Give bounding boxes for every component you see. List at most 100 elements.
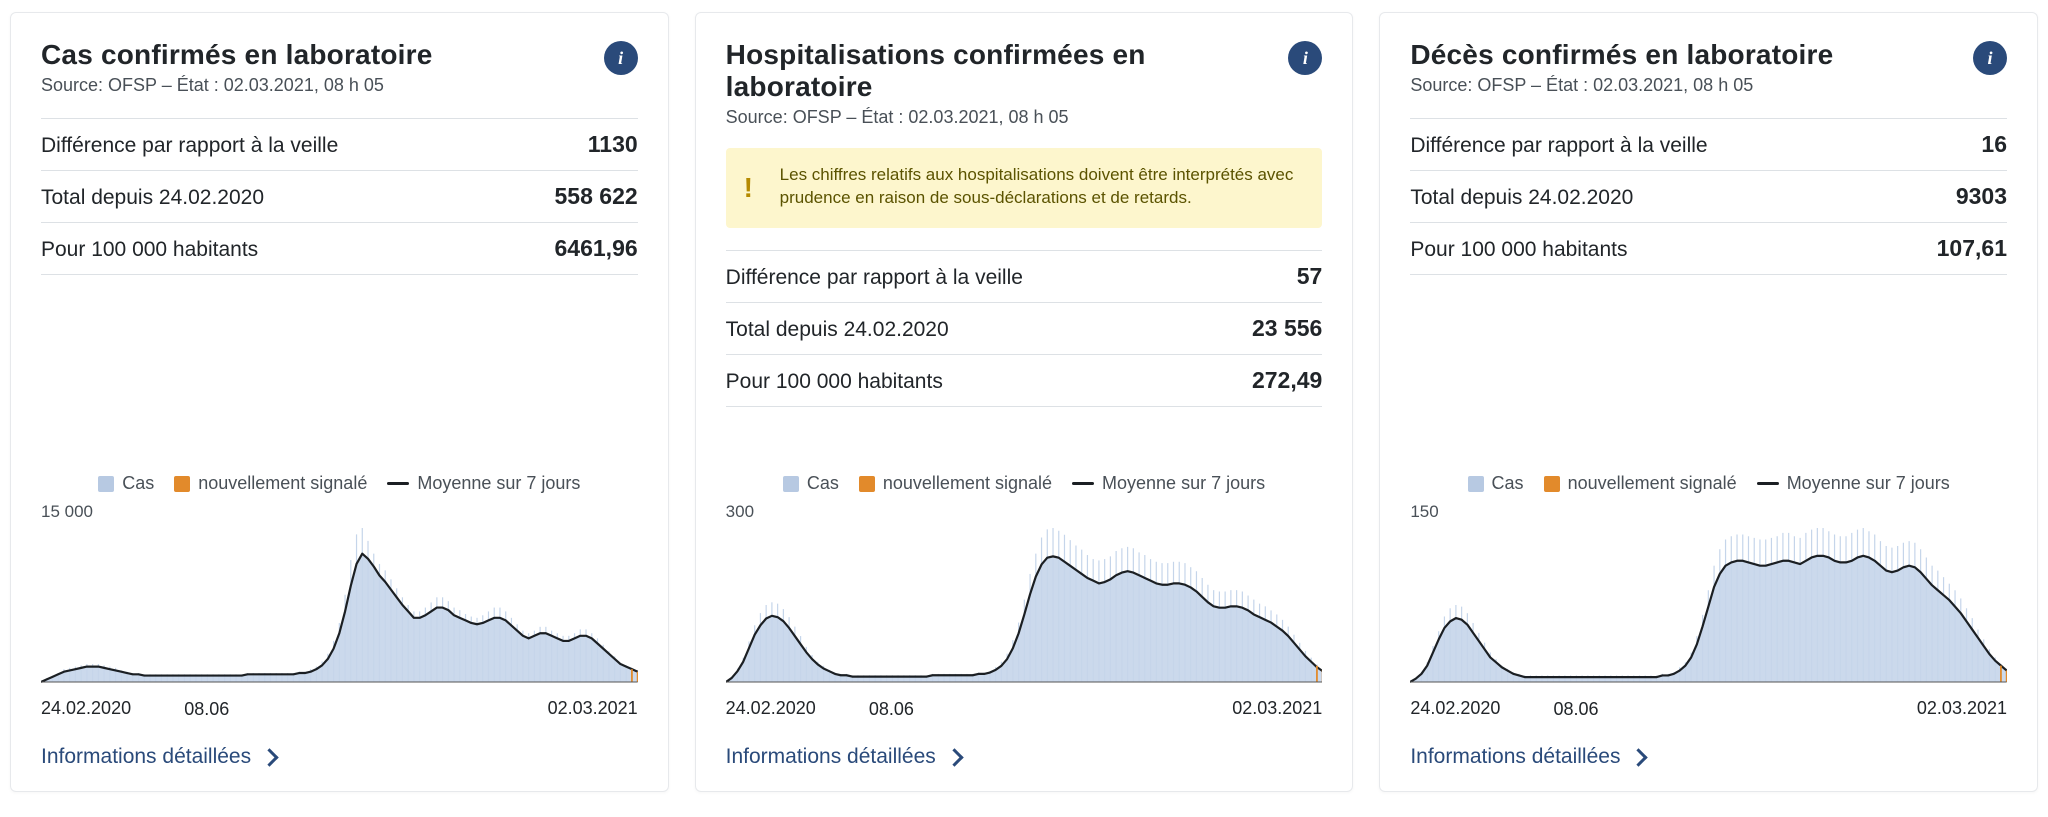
stat-label: Différence par rapport à la veille bbox=[1410, 134, 1707, 158]
card-header: Hospitalisations confirmées en laboratoi… bbox=[726, 39, 1323, 128]
info-icon[interactable]: i bbox=[1288, 41, 1322, 75]
warning-banner: ! Les chiffres relatifs aux hospitalisat… bbox=[726, 148, 1323, 228]
chart-legend: Cas nouvellement signalé Moyenne sur 7 j… bbox=[1410, 473, 2007, 494]
x-label-start: 24.02.2020 bbox=[1410, 698, 1500, 719]
chart-area: 08.06 bbox=[41, 524, 638, 694]
stat-value: 16 bbox=[1981, 131, 2007, 158]
stat-value: 107,61 bbox=[1937, 235, 2007, 262]
stat-row: Pour 100 000 habitants 6461,96 bbox=[41, 223, 638, 275]
legend-item-new: nouvellement signalé bbox=[1544, 473, 1737, 494]
details-link[interactable]: Informations détaillées bbox=[726, 745, 1323, 769]
stats-block: Différence par rapport à la veille 16 To… bbox=[1410, 118, 2007, 275]
legend-item-cas: Cas bbox=[1468, 473, 1524, 494]
card-title: Cas confirmés en laboratoire bbox=[41, 39, 433, 71]
stat-label: Total depuis 24.02.2020 bbox=[1410, 186, 1633, 210]
chart-block: Cas nouvellement signalé Moyenne sur 7 j… bbox=[1410, 473, 2007, 769]
stat-row: Différence par rapport à la veille 57 bbox=[726, 250, 1323, 303]
card-title: Décès confirmés en laboratoire bbox=[1410, 39, 1833, 71]
legend-label: nouvellement signalé bbox=[198, 473, 367, 494]
legend-swatch-cas bbox=[783, 476, 799, 492]
legend-item-avg: Moyenne sur 7 jours bbox=[1757, 473, 1950, 494]
chevron-right-icon bbox=[1630, 748, 1648, 766]
details-link[interactable]: Informations détaillées bbox=[1410, 745, 2007, 769]
legend-swatch-cas bbox=[98, 476, 114, 492]
card-source: Source: OFSP – État : 02.03.2021, 08 h 0… bbox=[41, 75, 433, 96]
legend-dash-avg bbox=[1757, 482, 1779, 486]
legend-item-cas: Cas bbox=[98, 473, 154, 494]
legend-label: Moyenne sur 7 jours bbox=[1102, 473, 1265, 494]
chevron-right-icon bbox=[945, 748, 963, 766]
legend-swatch-cas bbox=[1468, 476, 1484, 492]
stat-value: 9303 bbox=[1956, 183, 2007, 210]
legend-item-new: nouvellement signalé bbox=[859, 473, 1052, 494]
chart-block: Cas nouvellement signalé Moyenne sur 7 j… bbox=[41, 473, 638, 769]
stat-row: Différence par rapport à la veille 16 bbox=[1410, 118, 2007, 171]
stat-value: 1130 bbox=[588, 131, 638, 158]
x-label-start: 24.02.2020 bbox=[41, 698, 131, 719]
warning-text: Les chiffres relatifs aux hospitalisatio… bbox=[780, 165, 1294, 207]
chart-legend: Cas nouvellement signalé Moyenne sur 7 j… bbox=[726, 473, 1323, 494]
card-header: Cas confirmés en laboratoire Source: OFS… bbox=[41, 39, 638, 96]
info-icon[interactable]: i bbox=[1973, 41, 2007, 75]
stat-value: 6461,96 bbox=[555, 235, 638, 262]
x-label-start: 24.02.2020 bbox=[726, 698, 816, 719]
chart-ymax: 300 bbox=[726, 502, 1323, 522]
legend-swatch-new bbox=[859, 476, 875, 492]
warning-icon: ! bbox=[744, 169, 753, 207]
card-header: Décès confirmés en laboratoire Source: O… bbox=[1410, 39, 2007, 96]
stat-value: 23 556 bbox=[1252, 315, 1322, 342]
x-label-end: 02.03.2021 bbox=[1917, 698, 2007, 719]
stat-row: Total depuis 24.02.2020 23 556 bbox=[726, 303, 1323, 355]
legend-label: Moyenne sur 7 jours bbox=[417, 473, 580, 494]
chart-legend: Cas nouvellement signalé Moyenne sur 7 j… bbox=[41, 473, 638, 494]
x-label-mid: 08.06 bbox=[869, 699, 914, 720]
x-label-end: 02.03.2021 bbox=[548, 698, 638, 719]
legend-item-cas: Cas bbox=[783, 473, 839, 494]
legend-label: Cas bbox=[807, 473, 839, 494]
card-grid: Cas confirmés en laboratoire Source: OFS… bbox=[10, 12, 2038, 792]
chart-svg bbox=[1410, 524, 2007, 694]
stat-row: Pour 100 000 habitants 107,61 bbox=[1410, 223, 2007, 275]
legend-dash-avg bbox=[1072, 482, 1094, 486]
chart-svg bbox=[726, 524, 1323, 694]
x-label-end: 02.03.2021 bbox=[1232, 698, 1322, 719]
legend-item-avg: Moyenne sur 7 jours bbox=[387, 473, 580, 494]
chart-svg bbox=[41, 524, 638, 694]
stat-value: 272,49 bbox=[1252, 367, 1322, 394]
details-label: Informations détaillées bbox=[41, 745, 251, 769]
chart-ymax: 15 000 bbox=[41, 502, 638, 522]
stat-label: Différence par rapport à la veille bbox=[726, 266, 1023, 290]
details-link[interactable]: Informations détaillées bbox=[41, 745, 638, 769]
legend-dash-avg bbox=[387, 482, 409, 486]
card-source: Source: OFSP – État : 02.03.2021, 08 h 0… bbox=[1410, 75, 1833, 96]
stat-row: Différence par rapport à la veille 1130 bbox=[41, 118, 638, 171]
card-deaths: Décès confirmés en laboratoire Source: O… bbox=[1379, 12, 2038, 792]
stat-row: Total depuis 24.02.2020 558 622 bbox=[41, 171, 638, 223]
legend-item-avg: Moyenne sur 7 jours bbox=[1072, 473, 1265, 494]
legend-label: Moyenne sur 7 jours bbox=[1787, 473, 1950, 494]
stat-label: Différence par rapport à la veille bbox=[41, 134, 338, 158]
chart-ymax: 150 bbox=[1410, 502, 2007, 522]
x-label-mid: 08.06 bbox=[184, 699, 229, 720]
chart-area: 08.06 bbox=[726, 524, 1323, 694]
card-hosp: Hospitalisations confirmées en laboratoi… bbox=[695, 12, 1354, 792]
stat-label: Pour 100 000 habitants bbox=[41, 238, 258, 262]
stat-row: Total depuis 24.02.2020 9303 bbox=[1410, 171, 2007, 223]
details-label: Informations détaillées bbox=[726, 745, 936, 769]
legend-swatch-new bbox=[174, 476, 190, 492]
x-label-mid: 08.06 bbox=[1554, 699, 1599, 720]
legend-label: Cas bbox=[122, 473, 154, 494]
details-label: Informations détaillées bbox=[1410, 745, 1620, 769]
stat-label: Pour 100 000 habitants bbox=[1410, 238, 1627, 262]
stat-value: 57 bbox=[1297, 263, 1323, 290]
legend-swatch-new bbox=[1544, 476, 1560, 492]
chart-block: Cas nouvellement signalé Moyenne sur 7 j… bbox=[726, 473, 1323, 769]
stats-block: Différence par rapport à la veille 57 To… bbox=[726, 250, 1323, 407]
stats-block: Différence par rapport à la veille 1130 … bbox=[41, 118, 638, 275]
legend-label: nouvellement signalé bbox=[1568, 473, 1737, 494]
stat-label: Pour 100 000 habitants bbox=[726, 370, 943, 394]
stat-value: 558 622 bbox=[555, 183, 638, 210]
legend-item-new: nouvellement signalé bbox=[174, 473, 367, 494]
stat-label: Total depuis 24.02.2020 bbox=[726, 318, 949, 342]
info-icon[interactable]: i bbox=[604, 41, 638, 75]
